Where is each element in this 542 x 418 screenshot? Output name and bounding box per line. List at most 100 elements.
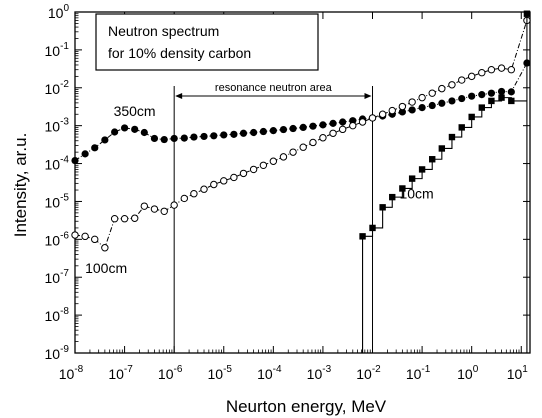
- series-100cm-point: [319, 134, 327, 142]
- series-100cm-point: [180, 194, 188, 203]
- series-100cm-line: [74, 20, 528, 249]
- series-100cm-point: [269, 157, 278, 165]
- series-100cm-point: [478, 69, 486, 77]
- annotation-350cm: 350cm: [114, 103, 156, 119]
- series-350cm-point: [438, 99, 446, 107]
- series-350cm-point: [170, 134, 178, 143]
- series-350cm-point: [319, 121, 327, 129]
- series-100cm-point: [259, 161, 268, 169]
- series-350cm-point: [408, 106, 416, 114]
- series-350cm-point: [339, 118, 347, 126]
- series-100cm-point: [131, 214, 139, 222]
- series-100cm-point: [368, 114, 377, 122]
- series-10cm-point: [408, 175, 416, 182]
- legend-frame: [95, 13, 319, 71]
- series-100cm-point: [299, 143, 307, 151]
- series-350cm-point: [289, 124, 297, 133]
- series-350cm-point: [160, 135, 168, 144]
- series-100cm-point: [110, 215, 119, 223]
- series-100cm-point: [200, 185, 208, 193]
- series-100cm-point: [428, 89, 436, 97]
- series-350cm-point: [448, 97, 456, 105]
- series-10cm-point: [478, 104, 486, 111]
- y-tick-label: 10-9: [45, 344, 70, 362]
- series-10cm-point: [458, 124, 465, 131]
- series-350cm-point: [101, 136, 109, 144]
- series-350cm-point: [428, 101, 436, 110]
- x-tick-label: 10-2: [356, 364, 381, 382]
- series-100cm-point: [160, 207, 168, 215]
- plot-frame: [74, 11, 531, 354]
- series-100cm-point: [467, 72, 476, 81]
- series-350cm-point: [468, 92, 476, 100]
- resonance-arrow-left-head: [175, 93, 183, 99]
- y-tick-label: 10-8: [45, 306, 70, 324]
- series-350cm-point: [131, 125, 139, 133]
- series-350cm-point: [71, 156, 79, 165]
- series-350cm-point: [458, 94, 466, 103]
- x-tick-label: 100: [457, 364, 479, 382]
- series-10cm-point: [448, 133, 456, 141]
- series-350cm-point: [120, 124, 129, 132]
- series-100cm-point: [388, 106, 396, 115]
- series-100cm-point: [338, 125, 347, 134]
- series-350cm-point: [398, 108, 406, 116]
- series-100cm-point: [349, 121, 357, 130]
- series-100cm-point: [418, 93, 426, 102]
- series-100cm-point: [71, 231, 79, 239]
- series-100cm-point: [220, 177, 228, 185]
- series-350cm-point: [259, 127, 267, 136]
- series-100cm-point: [448, 81, 456, 89]
- series-100cm-point: [170, 201, 178, 209]
- y-tick-label: 10-6: [45, 230, 70, 248]
- series-100cm-point: [230, 173, 238, 182]
- y-tick-label: 10-5: [45, 192, 70, 210]
- series-350cm-point: [111, 128, 119, 136]
- resonance-label: resonance neutron area: [215, 82, 333, 94]
- series-350cm-point: [210, 132, 218, 140]
- series-350cm-point: [279, 125, 288, 134]
- series-350cm-point: [140, 128, 148, 137]
- series-350cm-point: [418, 103, 426, 112]
- x-tick-label: 10-8: [59, 364, 84, 382]
- series-350cm-point: [497, 87, 506, 96]
- series-350cm-line: [74, 62, 528, 161]
- series-100cm-point: [150, 205, 159, 213]
- series-350cm-point: [507, 88, 515, 96]
- annotation-100cm: 100cm: [85, 260, 127, 276]
- series-350cm-point: [299, 123, 307, 132]
- series-350cm-point: [91, 144, 99, 152]
- series-100cm-point: [81, 232, 89, 241]
- series-350cm-point: [180, 134, 188, 142]
- series-350cm-point: [487, 89, 496, 97]
- series-10cm-point: [429, 156, 436, 163]
- series-10cm-point: [399, 185, 406, 192]
- series-10cm-point: [379, 204, 386, 211]
- legend-box: Neutron spectrum for 10% density carbon: [95, 13, 319, 71]
- series-350cm-point: [220, 131, 228, 139]
- series-10cm-point: [468, 113, 475, 121]
- plot-layer: 10-8 10-7 10-6 10-5 10-4 10-3 10-2 10-1 100 101 10…: [45, 3, 531, 382]
- series-100cm-point: [507, 66, 516, 74]
- y-axis-title: Intensity, ar.u.: [11, 133, 30, 238]
- annotation-10cm: 10cm: [399, 185, 433, 201]
- series-10cm-point: [418, 166, 426, 173]
- x-axis-title: Neurton energy, MeV: [226, 397, 387, 416]
- series-100cm-point: [249, 165, 258, 174]
- series-350cm-point: [200, 132, 208, 141]
- y-tick-label: 10-3: [45, 117, 70, 135]
- y-tick-label: 100: [48, 3, 70, 21]
- series-350cm-point: [478, 91, 486, 99]
- y-tick-label: 10-7: [45, 268, 70, 286]
- series-100cm-point: [239, 169, 248, 178]
- series-10cm-point: [508, 97, 515, 105]
- series-350cm-point: [329, 119, 337, 127]
- series-10cm-point: [438, 145, 446, 152]
- series-350cm-point: [309, 122, 317, 130]
- series-100cm-point: [289, 148, 297, 156]
- series-100cm-point: [438, 84, 446, 93]
- series-100cm-point: [101, 244, 109, 252]
- series-10cm-point: [488, 97, 495, 105]
- series-100cm-point: [140, 202, 149, 210]
- series-350cm-point: [239, 129, 248, 137]
